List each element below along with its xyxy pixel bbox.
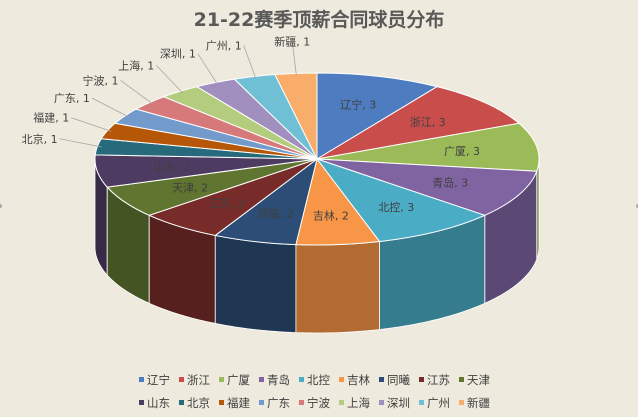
legend-item-江苏: 江苏	[419, 373, 450, 387]
legend-swatch-天津	[459, 377, 464, 382]
legend-item-上海: 上海	[339, 396, 370, 410]
leader-line-深圳	[197, 53, 218, 85]
data-label-广厦: 广厦, 3	[444, 145, 480, 158]
pie-slice-辽宁	[316, 72, 439, 160]
legend-swatch-广东	[259, 400, 264, 405]
legend-swatch-广州	[419, 400, 424, 405]
data-label-福建: 福建, 1	[33, 111, 69, 125]
legend-item-北京: 北京	[179, 396, 210, 410]
legend-swatch-辽宁	[139, 377, 144, 382]
legend-item-深圳: 深圳	[379, 396, 410, 410]
legend-label-深圳: 深圳	[387, 396, 410, 410]
legend-label-同曦: 同曦	[387, 373, 410, 387]
legend-label-上海: 上海	[347, 396, 370, 410]
legend-item-广东: 广东	[259, 396, 290, 410]
pie-slice-浙江	[316, 86, 521, 160]
legend-label-辽宁: 辽宁	[147, 373, 170, 387]
legend-label-广州: 广州	[427, 396, 450, 410]
legend-label-山东: 山东	[147, 396, 170, 410]
legend-swatch-北京	[179, 400, 184, 405]
data-label-天津: 天津, 2	[172, 181, 208, 194]
data-label-辽宁: 辽宁, 3	[340, 98, 376, 112]
legend-label-江苏: 江苏	[427, 373, 450, 387]
legend-swatch-广厦	[219, 377, 224, 382]
legend-swatch-浙江	[179, 377, 184, 382]
pie-slice-广厦	[316, 122, 540, 172]
leader-line-福建	[71, 117, 112, 132]
legend-item-新疆: 新疆	[459, 396, 490, 410]
legend-item-辽宁: 辽宁	[139, 373, 170, 387]
legend-item-宁波: 宁波	[299, 396, 330, 410]
legend-item-广厦: 广厦	[219, 373, 250, 387]
leader-line-宁波	[120, 80, 153, 105]
data-label-广州: 广州, 1	[206, 40, 242, 53]
legend-swatch-深圳	[379, 400, 384, 405]
data-labels: 辽宁, 3 浙江, 3 广厦, 3 青岛, 3 北控, 3 吉林, 2 同曦, 2 江苏, 2…	[22, 35, 480, 223]
legend-label-新疆: 新疆	[467, 396, 490, 410]
pie-sides	[94, 158, 540, 334]
legend-label-广东: 广东	[267, 396, 290, 410]
data-label-浙江: 浙江, 3	[410, 116, 446, 129]
pie-side-吉林	[295, 241, 380, 334]
leader-line-北京	[59, 138, 102, 148]
data-label-宁波: 宁波, 1	[83, 73, 119, 87]
legend-swatch-吉林	[339, 377, 344, 382]
data-label-同曦: 同曦, 2	[258, 206, 294, 220]
leader-line-新疆	[291, 41, 297, 76]
data-label-北京: 北京, 1	[22, 132, 58, 146]
data-label-吉林: 吉林, 2	[313, 209, 349, 223]
legend-swatch-新疆	[459, 400, 464, 405]
right-edge-dot	[636, 204, 638, 208]
data-label-广东: 广东, 1	[54, 92, 90, 105]
leader-line-广州	[243, 45, 257, 79]
pie-slice-北控	[315, 158, 487, 243]
pie-slice-青岛	[316, 158, 538, 216]
legend-item-福建: 福建	[219, 396, 250, 410]
legend-item-山东: 山东	[139, 396, 170, 410]
legend-item-北控: 北控	[299, 373, 330, 387]
legend-swatch-江苏	[419, 377, 424, 382]
legend-swatch-同曦	[379, 377, 384, 382]
legend-swatch-福建	[219, 400, 224, 405]
chart-title: 21-22赛季顶薪合同球员分布	[194, 8, 445, 31]
data-label-山东: 山东, 2	[154, 161, 190, 174]
data-label-新疆: 新疆, 1	[274, 35, 310, 49]
legend-swatch-青岛	[259, 377, 264, 382]
data-label-江苏: 江苏, 2	[208, 198, 244, 211]
data-label-深圳: 深圳, 1	[160, 48, 196, 61]
legend-label-宁波: 宁波	[307, 396, 330, 410]
legend-label-福建: 福建	[227, 396, 250, 410]
legend-swatch-北控	[299, 377, 304, 382]
leader-lines	[59, 41, 297, 148]
leader-line-广东	[91, 97, 129, 118]
legend-label-青岛: 青岛	[267, 373, 290, 387]
legend-item-浙江: 浙江	[179, 373, 210, 387]
leader-line-上海	[155, 65, 183, 94]
legend-label-吉林: 吉林	[347, 373, 370, 387]
legend-item-吉林: 吉林	[339, 373, 370, 387]
legend-item-广州: 广州	[419, 396, 450, 410]
legend-swatch-山东	[139, 400, 144, 405]
legend-item-天津: 天津	[459, 373, 490, 387]
pie-side-同曦	[214, 234, 297, 334]
data-label-青岛: 青岛, 3	[432, 176, 468, 190]
left-edge-dot	[0, 204, 2, 208]
legend-label-广厦: 广厦	[227, 373, 250, 387]
legend-label-天津: 天津	[467, 373, 490, 387]
data-label-上海: 上海, 1	[118, 58, 154, 72]
legend-item-同曦: 同曦	[379, 373, 410, 387]
legend-swatch-宁波	[299, 400, 304, 405]
pie-top	[94, 72, 540, 246]
data-label-北控: 北控, 3	[378, 200, 414, 214]
legend-label-北控: 北控	[307, 373, 330, 387]
legend-label-浙江: 浙江	[187, 373, 210, 387]
legend-swatch-上海	[339, 400, 344, 405]
legend-item-青岛: 青岛	[259, 373, 290, 387]
legend-label-北京: 北京	[187, 396, 210, 410]
